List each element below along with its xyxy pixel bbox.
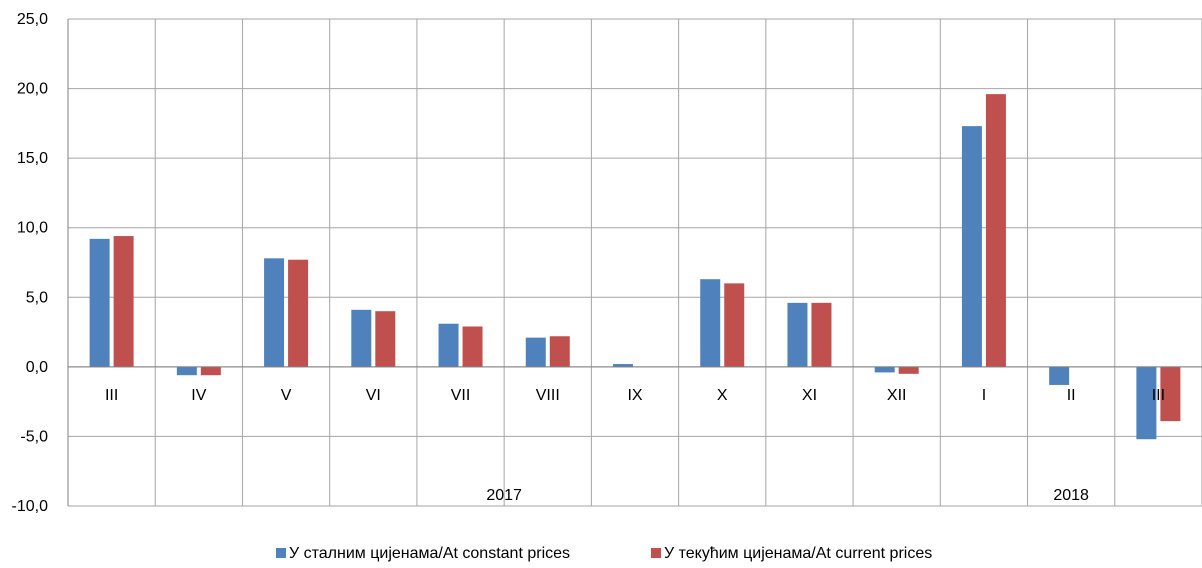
legend: У сталним цијенама/At constant prices У т…: [276, 545, 932, 562]
category-label: I: [982, 387, 986, 404]
bar-constant: [89, 238, 110, 367]
y-tick-label: 10,0: [17, 220, 48, 237]
bar-current: [549, 336, 570, 367]
legend-label: У текућим цијенама/At current prices: [664, 545, 932, 562]
y-tick-labels: 25,0 20,0 15,0 10,0 5,0 0,0 -5,0 -10,0: [12, 11, 49, 515]
bar-constant: [874, 366, 895, 373]
bar-constant: [613, 364, 633, 367]
category-label: IX: [627, 387, 642, 404]
bar-constant: [438, 323, 459, 367]
axes: [67, 19, 1202, 506]
year-labels: 2017 2018: [486, 487, 1089, 504]
bar-current: [288, 259, 309, 367]
legend-swatch: [276, 548, 286, 558]
bar-current: [1160, 366, 1181, 422]
bar-current: [462, 326, 483, 367]
bars: [89, 94, 1181, 440]
bar-constant: [176, 366, 197, 376]
category-label: VI: [366, 387, 381, 404]
legend-label: У сталним цијенама/At constant prices: [289, 545, 570, 562]
bar-current: [811, 302, 832, 367]
bar-current: [724, 283, 745, 367]
y-tick-label: -10,0: [12, 498, 49, 515]
grid-lines: [67, 18, 1202, 507]
bar-constant: [264, 258, 285, 367]
legend-swatch: [651, 548, 661, 558]
bar-constant: [787, 302, 808, 367]
bar-current: [113, 236, 134, 367]
y-tick-label: 25,0: [17, 11, 48, 28]
bar-constant: [351, 309, 372, 367]
bar-current: [898, 366, 919, 374]
y-tick-label: 0,0: [26, 359, 48, 376]
year-label: 2017: [486, 487, 522, 504]
y-tick-label: 20,0: [17, 81, 48, 98]
category-label: III: [1152, 387, 1165, 404]
bar-current: [375, 311, 396, 367]
y-tick-label: -5,0: [20, 428, 48, 445]
bar-current: [200, 366, 221, 376]
category-label: X: [717, 387, 728, 404]
category-label: V: [281, 387, 292, 404]
category-label: XI: [802, 387, 817, 404]
category-label: IV: [191, 387, 206, 404]
category-label: III: [105, 387, 118, 404]
year-label: 2018: [1053, 487, 1089, 504]
bar-current: [985, 94, 1006, 367]
bar-constant: [1136, 366, 1157, 440]
category-label: VIII: [536, 387, 560, 404]
bar-constant: [525, 337, 546, 367]
category-labels: III IV V VI VII VIII IX X XI XII I II III: [105, 387, 1165, 404]
y-tick-label: 15,0: [17, 150, 48, 167]
category-label: XII: [887, 387, 907, 404]
bar-constant: [700, 279, 721, 367]
bar-constant: [1049, 366, 1070, 385]
category-label: VII: [451, 387, 471, 404]
category-label: II: [1067, 387, 1076, 404]
bar-constant: [961, 126, 982, 367]
y-tick-label: 5,0: [26, 289, 48, 306]
